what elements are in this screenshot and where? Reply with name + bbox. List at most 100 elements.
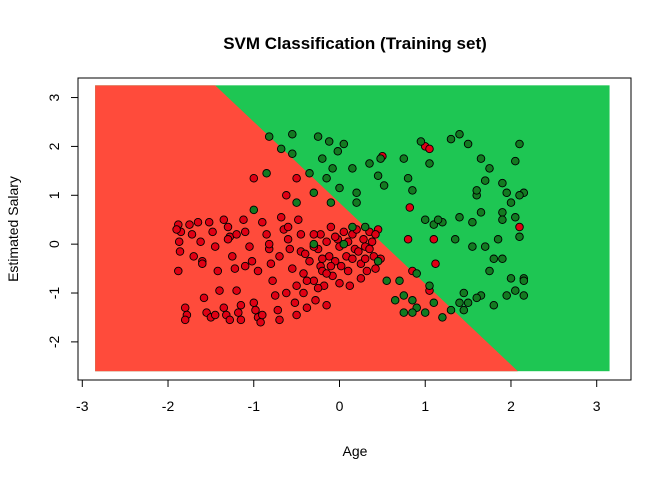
point-class-1 bbox=[489, 254, 499, 264]
point-class-0 bbox=[322, 269, 331, 278]
point-class-1 bbox=[450, 235, 460, 244]
point-class-0 bbox=[268, 276, 277, 286]
point-class-1 bbox=[446, 305, 456, 315]
point-class-0 bbox=[515, 222, 524, 232]
y-tick-label: 2 bbox=[46, 142, 62, 150]
x-tick-label: 0 bbox=[336, 398, 344, 414]
point-class-0 bbox=[258, 310, 267, 320]
point-class-1 bbox=[459, 305, 469, 315]
y-tick-label: 1 bbox=[46, 191, 62, 199]
point-class-1 bbox=[476, 154, 486, 163]
x-tick-label: -3 bbox=[76, 398, 89, 414]
point-class-1 bbox=[438, 313, 447, 322]
point-class-0 bbox=[240, 261, 250, 271]
point-class-0 bbox=[356, 274, 366, 283]
point-class-1 bbox=[472, 293, 481, 303]
point-class-1 bbox=[498, 254, 507, 264]
point-class-0 bbox=[275, 315, 284, 325]
point-class-0 bbox=[270, 291, 280, 300]
point-class-1 bbox=[455, 129, 464, 139]
point-class-0 bbox=[266, 259, 276, 268]
point-class-0 bbox=[253, 266, 263, 276]
point-class-1 bbox=[455, 298, 464, 308]
point-class-1 bbox=[498, 178, 507, 188]
point-class-0 bbox=[403, 235, 413, 244]
point-class-1 bbox=[433, 215, 443, 224]
point-class-0 bbox=[213, 266, 223, 276]
point-class-0 bbox=[326, 261, 336, 271]
point-class-1 bbox=[429, 298, 439, 308]
point-class-0 bbox=[348, 254, 357, 264]
point-class-1 bbox=[395, 276, 404, 286]
point-class-0 bbox=[180, 303, 190, 312]
point-class-1 bbox=[511, 156, 520, 166]
point-class-1 bbox=[485, 164, 494, 173]
point-class-1 bbox=[352, 188, 361, 198]
point-class-1 bbox=[468, 242, 477, 251]
point-class-1 bbox=[390, 296, 400, 305]
point-class-1 bbox=[379, 181, 389, 190]
point-class-1 bbox=[519, 276, 529, 286]
point-class-1 bbox=[335, 183, 344, 193]
point-class-0 bbox=[249, 173, 259, 183]
point-class-0 bbox=[367, 237, 377, 246]
point-class-0 bbox=[294, 215, 303, 224]
point-class-1 bbox=[459, 288, 469, 298]
point-class-0 bbox=[292, 281, 301, 290]
point-class-0 bbox=[264, 239, 274, 249]
point-class-1 bbox=[376, 154, 385, 163]
point-class-0 bbox=[175, 247, 185, 256]
point-class-1 bbox=[339, 239, 349, 249]
point-class-0 bbox=[193, 217, 203, 227]
point-class-1 bbox=[468, 217, 477, 227]
point-class-1 bbox=[408, 296, 417, 305]
point-class-0 bbox=[290, 298, 300, 308]
point-class-0 bbox=[174, 237, 184, 246]
point-class-0 bbox=[360, 254, 370, 264]
point-class-1 bbox=[322, 173, 331, 183]
point-class-1 bbox=[425, 281, 434, 290]
point-class-0 bbox=[219, 303, 229, 312]
point-class-1 bbox=[506, 274, 516, 283]
point-class-0 bbox=[305, 257, 314, 266]
point-class-1 bbox=[519, 291, 529, 300]
point-class-1 bbox=[416, 137, 426, 146]
point-class-0 bbox=[283, 235, 293, 244]
point-class-0 bbox=[431, 259, 440, 268]
point-class-1 bbox=[249, 205, 259, 215]
point-class-0 bbox=[174, 266, 183, 276]
x-axis: -3 -2 -1 0 1 2 3 bbox=[76, 379, 601, 414]
point-class-1 bbox=[480, 242, 490, 251]
point-class-0 bbox=[198, 259, 207, 268]
point-class-0 bbox=[275, 252, 284, 261]
point-class-1 bbox=[408, 308, 417, 317]
point-class-0 bbox=[262, 230, 271, 239]
point-class-0 bbox=[322, 300, 331, 310]
point-class-0 bbox=[240, 227, 250, 237]
chart-title: SVM Classification (Training set) bbox=[223, 34, 487, 53]
point-class-0 bbox=[354, 247, 363, 256]
point-class-0 bbox=[282, 191, 291, 200]
point-class-1 bbox=[463, 139, 473, 149]
point-class-0 bbox=[215, 286, 224, 295]
point-class-1 bbox=[412, 269, 421, 278]
data-points bbox=[172, 129, 529, 327]
point-class-0 bbox=[362, 266, 372, 276]
point-class-0 bbox=[185, 220, 194, 229]
point-class-1 bbox=[498, 208, 507, 217]
point-class-0 bbox=[223, 235, 233, 244]
point-class-1 bbox=[399, 308, 409, 317]
point-class-1 bbox=[515, 232, 524, 242]
point-class-1 bbox=[309, 239, 319, 249]
point-class-1 bbox=[288, 149, 297, 158]
point-class-0 bbox=[299, 269, 308, 278]
point-class-1 bbox=[339, 139, 349, 149]
point-class-0 bbox=[247, 257, 257, 266]
point-class-1 bbox=[425, 159, 434, 168]
point-class-0 bbox=[230, 264, 240, 273]
y-tick-label: 0 bbox=[46, 240, 62, 248]
point-class-0 bbox=[429, 235, 439, 244]
point-class-1 bbox=[276, 144, 286, 154]
point-class-1 bbox=[326, 198, 336, 207]
